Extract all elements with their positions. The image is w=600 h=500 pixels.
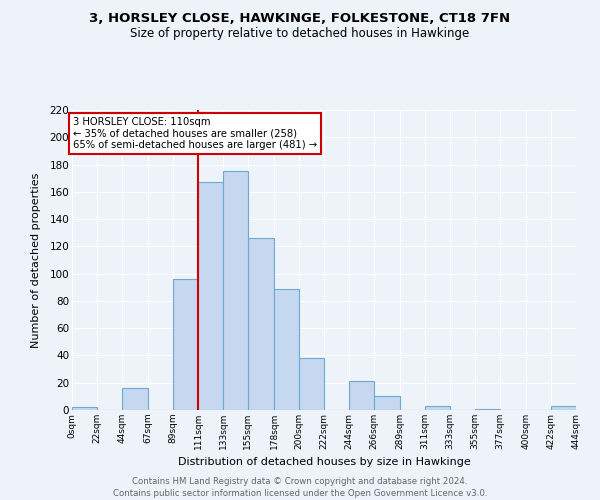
Bar <box>374 396 400 410</box>
Bar <box>299 358 324 410</box>
Text: Contains HM Land Registry data © Crown copyright and database right 2024.: Contains HM Land Registry data © Crown c… <box>132 478 468 486</box>
Bar <box>274 288 299 410</box>
Bar <box>122 388 148 410</box>
Text: Contains public sector information licensed under the Open Government Licence v3: Contains public sector information licen… <box>113 489 487 498</box>
Bar <box>173 279 198 410</box>
Text: 3, HORSLEY CLOSE, HAWKINGE, FOLKESTONE, CT18 7FN: 3, HORSLEY CLOSE, HAWKINGE, FOLKESTONE, … <box>89 12 511 26</box>
Bar <box>425 406 450 410</box>
Y-axis label: Number of detached properties: Number of detached properties <box>31 172 41 348</box>
Bar <box>248 238 274 410</box>
Bar <box>223 172 248 410</box>
Bar <box>349 382 374 410</box>
Bar <box>198 182 223 410</box>
Bar <box>475 408 500 410</box>
Text: Size of property relative to detached houses in Hawkinge: Size of property relative to detached ho… <box>130 28 470 40</box>
Bar <box>72 408 97 410</box>
Bar <box>551 406 576 410</box>
Text: 3 HORSLEY CLOSE: 110sqm
← 35% of detached houses are smaller (258)
65% of semi-d: 3 HORSLEY CLOSE: 110sqm ← 35% of detache… <box>73 117 317 150</box>
X-axis label: Distribution of detached houses by size in Hawkinge: Distribution of detached houses by size … <box>178 458 470 468</box>
